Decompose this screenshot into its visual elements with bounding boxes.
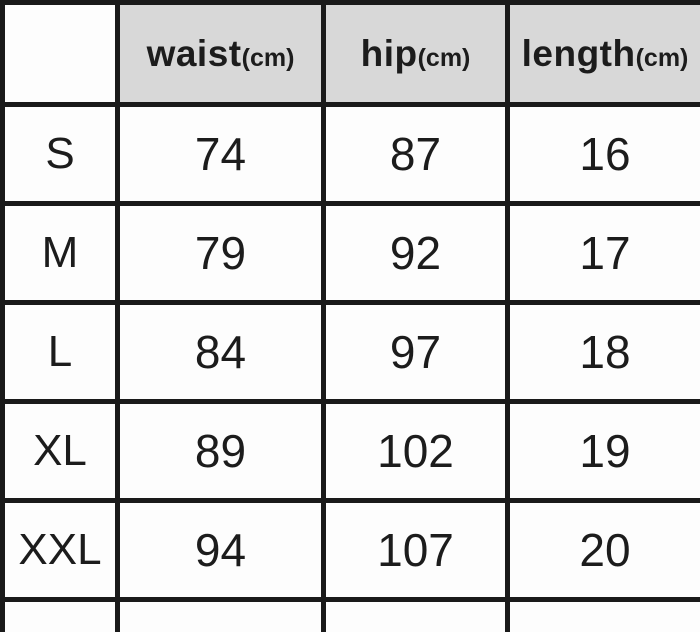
length-value: 20	[505, 498, 700, 602]
column-header-label: waist	[146, 32, 242, 74]
length-value: 19	[505, 399, 700, 503]
size-label: XL	[0, 399, 120, 503]
table-row-xl: XL 89 102 19	[0, 399, 700, 503]
length-value: 17	[505, 201, 700, 305]
empty-cell	[505, 597, 700, 632]
hip-value: 87	[321, 102, 510, 206]
empty-cell	[115, 597, 326, 632]
hip-value: 102	[321, 399, 510, 503]
length-value: 16	[505, 102, 700, 206]
hip-value: 107	[321, 498, 510, 602]
table-row-xxl: XXL 94 107 20	[0, 498, 700, 602]
column-header-label: length	[521, 32, 636, 74]
waist-value: 84	[115, 300, 326, 404]
waist-value: 79	[115, 201, 326, 305]
column-header-label: hip	[360, 32, 418, 74]
column-header-unit: (cm)	[635, 43, 689, 72]
empty-cell	[321, 597, 510, 632]
header-row: waist(cm) hip(cm) length(cm)	[0, 0, 700, 107]
waist-value: 89	[115, 399, 326, 503]
size-label: L	[0, 300, 120, 404]
waist-value: 94	[115, 498, 326, 602]
column-header-waist: waist(cm)	[115, 0, 326, 107]
table-row-m: M 79 92 17	[0, 201, 700, 305]
table-row-s: S 74 87 16	[0, 102, 700, 206]
size-label: XXL	[0, 498, 120, 602]
column-header-unit: (cm)	[417, 43, 471, 72]
table-row-cut-off	[0, 597, 700, 632]
column-header-hip: hip(cm)	[321, 0, 510, 107]
hip-value: 97	[321, 300, 510, 404]
length-value: 18	[505, 300, 700, 404]
column-header-length: length(cm)	[505, 0, 700, 107]
table-row-l: L 84 97 18	[0, 300, 700, 404]
column-header-unit: (cm)	[241, 43, 295, 72]
hip-value: 92	[321, 201, 510, 305]
waist-value: 74	[115, 102, 326, 206]
empty-cell	[0, 597, 120, 632]
corner-cell	[0, 0, 120, 107]
size-label: S	[0, 102, 120, 206]
size-label: M	[0, 201, 120, 305]
